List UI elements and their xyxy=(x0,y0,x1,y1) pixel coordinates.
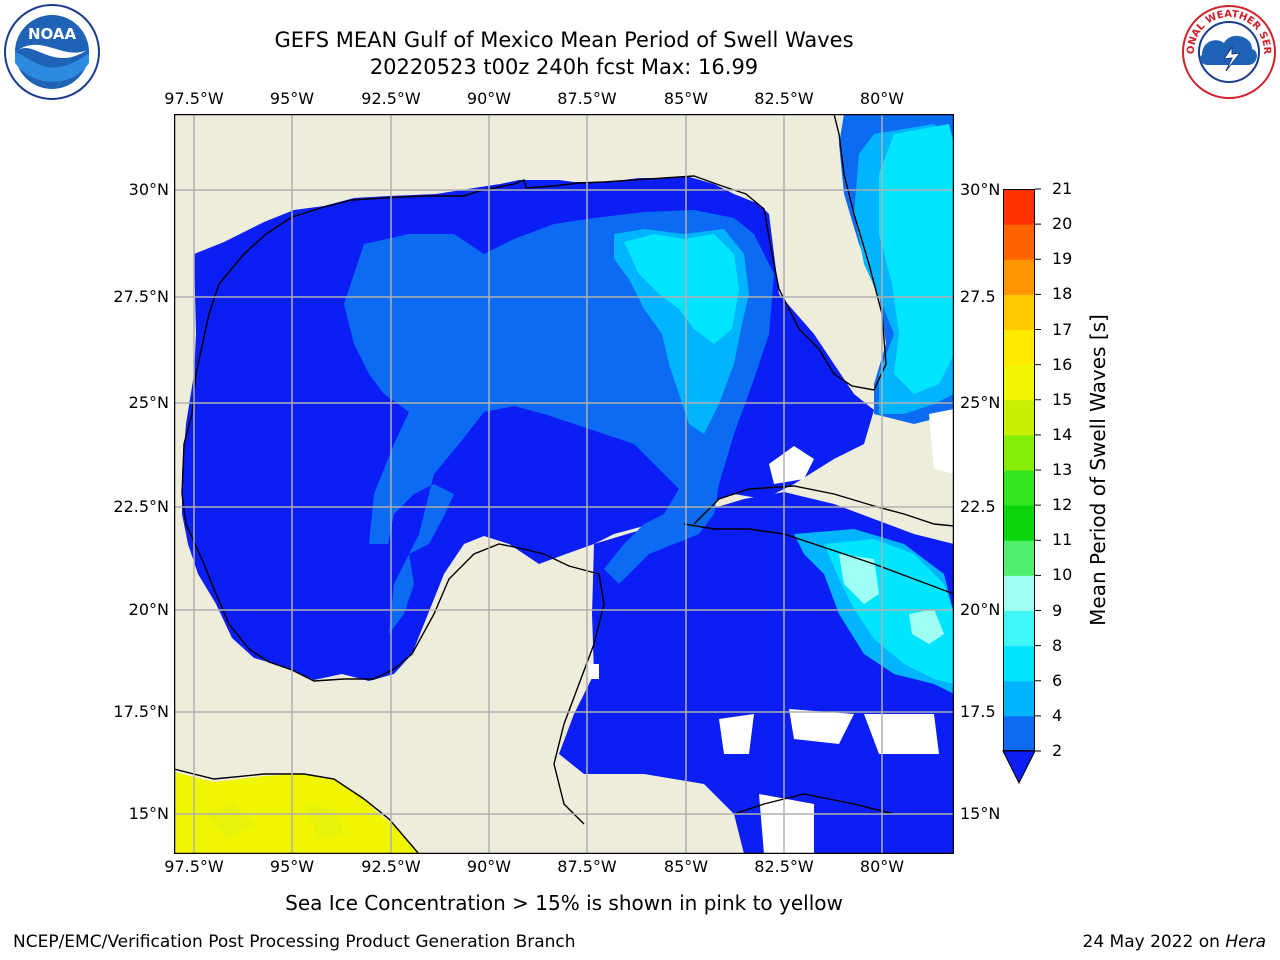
lon-label-top: 85°W xyxy=(663,89,709,108)
colorbar-tick-label: 10 xyxy=(1052,565,1073,585)
lon-label-bottom: 80°W xyxy=(859,857,905,876)
colorbar-tick-label: 12 xyxy=(1052,495,1073,515)
colorbar-segment xyxy=(1003,259,1035,295)
lon-label-top: 87.5°W xyxy=(557,89,617,108)
colorbar-segment xyxy=(1003,329,1035,366)
noaa-logo: NOAA xyxy=(3,3,101,101)
colorbar-tick-label: 9 xyxy=(1052,600,1063,620)
lon-label-bottom: 85°W xyxy=(663,857,709,876)
sea-ice-note: Sea Ice Concentration > 15% is shown in … xyxy=(285,891,843,915)
colorbar-border xyxy=(1003,189,1035,751)
lat-label-left: 15°N xyxy=(128,804,169,823)
swell-6-8s xyxy=(624,234,739,344)
colorbar-tick-label: 4 xyxy=(1052,705,1063,725)
colorbar-segment xyxy=(1003,575,1035,611)
lat-label-left: 30°N xyxy=(128,180,169,199)
lon-label-top: 90°W xyxy=(466,89,512,108)
colorbar-segment xyxy=(1003,434,1035,471)
lat-label-right: 25°N xyxy=(960,393,1001,412)
lon-label-bottom: 97.5°W xyxy=(164,857,224,876)
lon-label-bottom: 90°W xyxy=(466,857,512,876)
colorbar-tick-label: 8 xyxy=(1052,635,1063,655)
colorbar-segment xyxy=(1003,364,1035,401)
run-date: 24 May 2022 on Hera xyxy=(1083,932,1267,952)
coastline-cuba xyxy=(693,485,954,527)
lat-label-left: 20°N xyxy=(128,600,169,619)
colorbar xyxy=(1002,188,1041,785)
map-title: GEFS MEAN Gulf of Mexico Mean Period of … xyxy=(274,28,854,52)
colorbar-tick-label: 16 xyxy=(1052,354,1073,374)
colorbar-tick-label: 19 xyxy=(1052,249,1073,269)
run-host: Hera xyxy=(1225,932,1266,952)
colorbar-segment xyxy=(1003,610,1035,647)
lon-label-top: 97.5°W xyxy=(164,89,224,108)
lat-label-left: 22.5°N xyxy=(113,497,169,516)
lon-label-top: 80°W xyxy=(859,89,905,108)
map-subtitle: 20220523 t00z 240h fcst Max: 16.99 xyxy=(369,55,759,79)
colorbar-tick-label: 14 xyxy=(1052,424,1073,444)
lat-label-left: 25°N xyxy=(128,393,169,412)
lon-label-bottom: 95°W xyxy=(269,857,315,876)
map-plot xyxy=(174,114,954,854)
colorbar-segment xyxy=(1003,399,1035,436)
producer-credit: NCEP/EMC/Verification Post Processing Pr… xyxy=(13,932,576,952)
nws-logo: NATIONAL WEATHER SERVICE xyxy=(1176,0,1278,101)
lon-label-top: 82.5°W xyxy=(754,89,814,108)
colorbar-tick-label: 17 xyxy=(1052,319,1073,339)
colorbar-tick-label: 2 xyxy=(1052,741,1063,760)
lon-label-bottom: 92.5°W xyxy=(361,857,421,876)
lat-label-right: 17.5 xyxy=(960,702,996,721)
coastline-us xyxy=(181,114,887,495)
colorbar-segment xyxy=(1003,505,1035,541)
colorbar-tick-label: 13 xyxy=(1052,460,1073,479)
colorbar-segment xyxy=(1003,189,1035,225)
lon-label-bottom: 87.5°W xyxy=(557,857,617,876)
lat-label-right: 20°N xyxy=(960,600,1001,619)
colorbar-segment xyxy=(1003,224,1035,260)
colorbar-tick-label: 11 xyxy=(1052,530,1073,550)
lat-label-right: 15°N xyxy=(960,804,1001,823)
colorbar-tick-label: 18 xyxy=(1052,284,1073,304)
run-date-text: 24 May 2022 on xyxy=(1082,932,1226,952)
colorbar-tick-label: 20 xyxy=(1052,214,1073,234)
lat-label-left: 27.5°N xyxy=(113,287,169,306)
colorbar-tick-label: 15 xyxy=(1052,389,1073,409)
colorbar-extend-arrow xyxy=(1002,750,1036,785)
colorbar-segment xyxy=(1003,470,1035,506)
colorbar-segment xyxy=(1003,294,1035,330)
lat-label-right: 27.5 xyxy=(960,287,996,306)
lat-label-right: 30°N xyxy=(960,180,1001,199)
colorbar-tick-label: 6 xyxy=(1052,670,1063,690)
lon-label-top: 92.5°W xyxy=(361,89,421,108)
lat-label-left: 17.5°N xyxy=(113,702,169,721)
graticule xyxy=(174,114,954,854)
lat-label-right: 22.5 xyxy=(960,497,996,516)
colorbar-segment xyxy=(1003,715,1035,752)
lon-label-top: 95°W xyxy=(269,89,315,108)
colorbar-tick-label: 21 xyxy=(1052,179,1073,198)
colorbar-segment xyxy=(1003,645,1035,682)
colorbar-segment xyxy=(1003,540,1035,576)
lon-label-bottom: 82.5°W xyxy=(754,857,814,876)
colorbar-segment xyxy=(1003,680,1035,717)
svg-text:NOAA: NOAA xyxy=(28,25,77,43)
colorbar-title: Mean Period of Swell Waves [s] xyxy=(1086,314,1110,626)
